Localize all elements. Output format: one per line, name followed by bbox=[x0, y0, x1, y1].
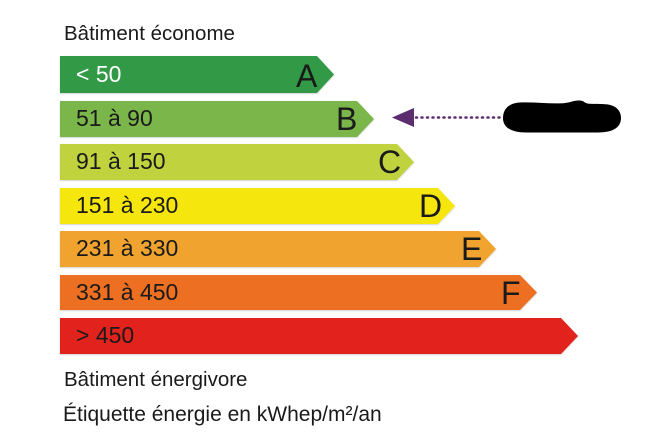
svg-text:A: A bbox=[296, 58, 318, 94]
svg-text:B: B bbox=[336, 101, 357, 137]
svg-text:51 à 90: 51 à 90 bbox=[76, 105, 153, 131]
svg-text:C: C bbox=[378, 144, 401, 180]
svg-text:< 50: < 50 bbox=[76, 61, 121, 87]
svg-text:331 à 450: 331 à 450 bbox=[76, 279, 178, 305]
svg-text:F: F bbox=[501, 275, 521, 311]
svg-text:151 à 230: 151 à 230 bbox=[76, 192, 178, 218]
svg-text:231 à 330: 231 à 330 bbox=[76, 235, 178, 261]
svg-text:> 450: > 450 bbox=[76, 322, 134, 348]
svg-text:D: D bbox=[419, 188, 442, 224]
svg-text:91 à 150: 91 à 150 bbox=[76, 148, 166, 174]
svg-text:E: E bbox=[461, 231, 482, 267]
